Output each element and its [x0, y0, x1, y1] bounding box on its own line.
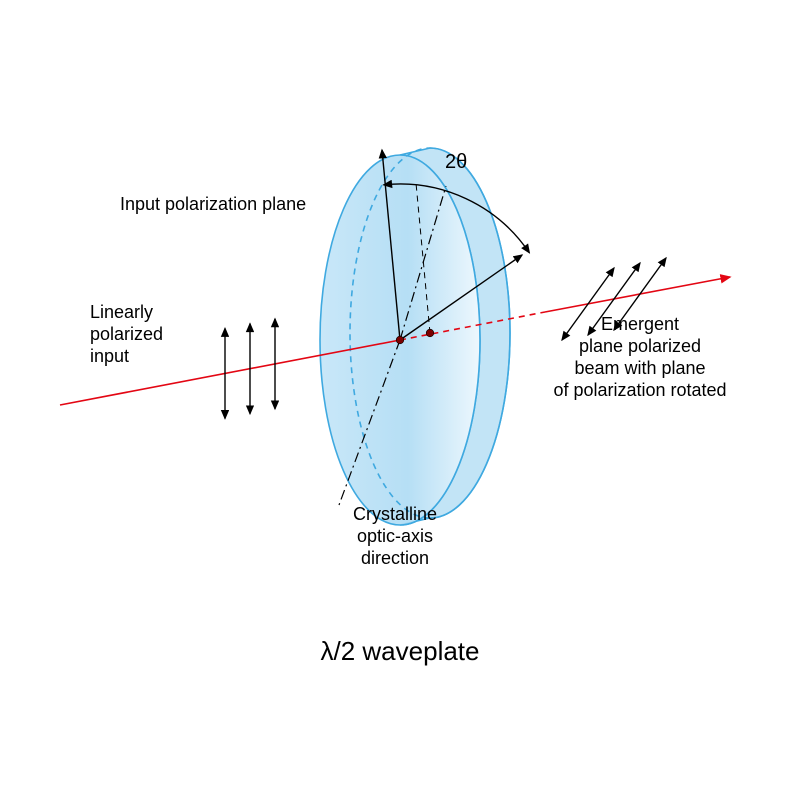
- label-emergent-beam: of polarization rotated: [553, 380, 726, 400]
- label-emergent-beam: beam with plane: [574, 358, 705, 378]
- input-polarization-arrows: [225, 319, 275, 419]
- diagram-title: λ/2 waveplate: [321, 636, 480, 666]
- beam-outgoing: [545, 277, 730, 312]
- waveplate-diagram: Input polarization plane 2θ Linearly pol…: [0, 0, 800, 800]
- label-linearly-polarized-input: Linearly: [90, 302, 153, 322]
- label-crystalline-optic-axis: Crystalline: [353, 504, 437, 524]
- label-crystalline-optic-axis: optic-axis: [357, 526, 433, 546]
- label-emergent-beam: plane polarized: [579, 336, 701, 356]
- label-emergent-beam: Emergent: [601, 314, 679, 334]
- label-crystalline-optic-axis: direction: [361, 548, 429, 568]
- label-linearly-polarized-input: input: [90, 346, 129, 366]
- label-input-polarization-plane: Input polarization plane: [120, 194, 306, 214]
- label-linearly-polarized-input: polarized: [90, 324, 163, 344]
- label-2theta: 2θ: [445, 151, 467, 173]
